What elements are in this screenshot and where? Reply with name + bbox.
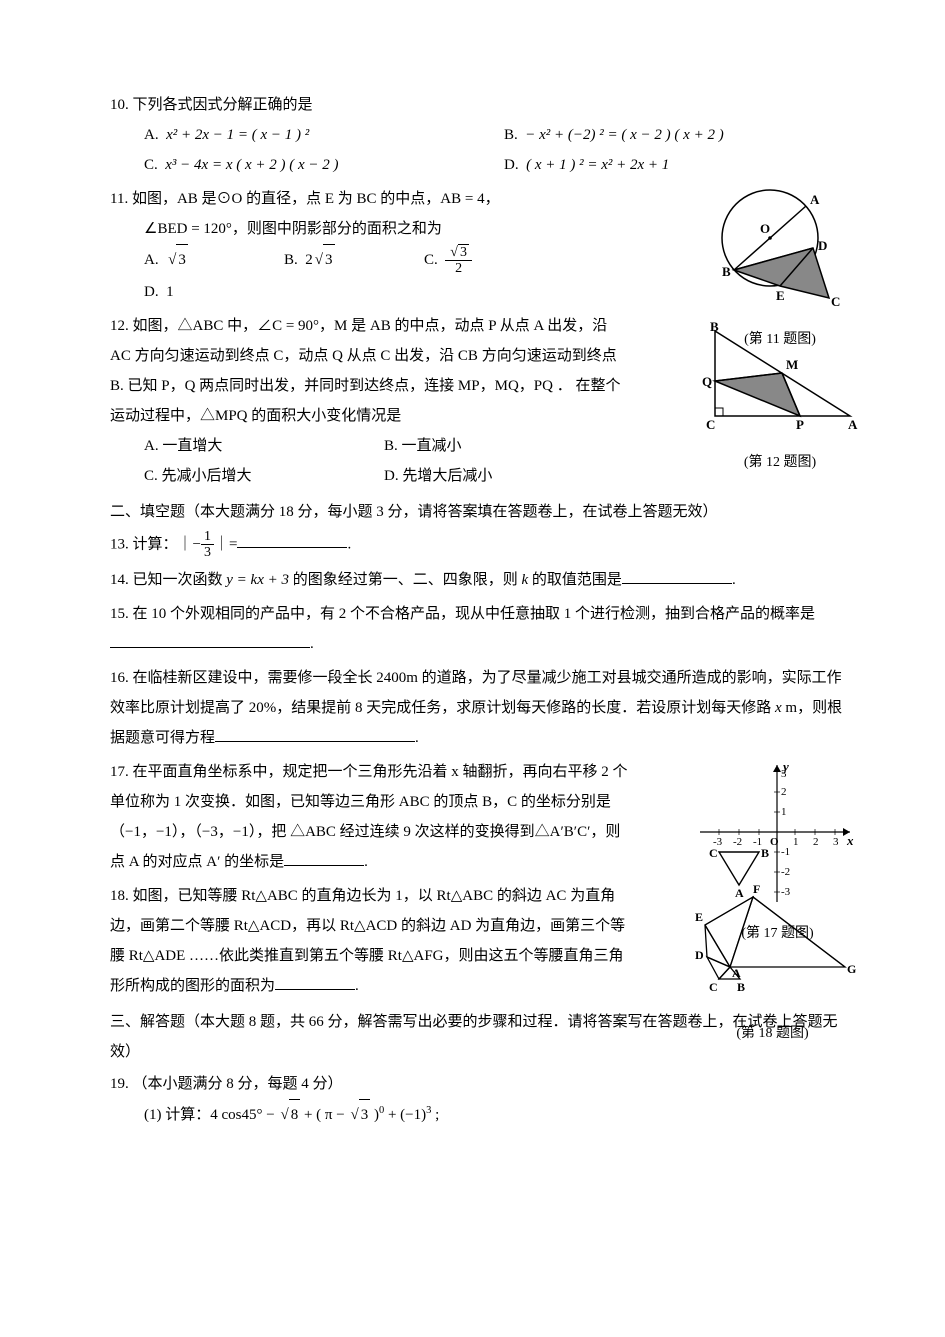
svg-text:E: E: [695, 910, 703, 924]
q11-number: 11.: [110, 191, 128, 207]
q10-option-d: D. ( x + 1 ) ² = x² + 2x + 1: [504, 150, 669, 180]
svg-text:A: A: [810, 192, 820, 207]
question-16: 16. 在临桂新区建设中，需要修一段全长 2400m 的道路，为了尽量减少施工对…: [110, 663, 850, 753]
svg-text:-2: -2: [733, 836, 742, 848]
svg-text:D: D: [695, 948, 704, 962]
q12-option-b: B. 一直减小: [384, 431, 462, 461]
section-2-title: 二、填空题（本大题满分 18 分，每小题 3 分，请将答案填在答题卷上，在试卷上…: [110, 497, 850, 527]
svg-text:x: x: [846, 833, 854, 848]
question-10: 10. 下列各式因式分解正确的是 A. x² + 2x − 1 = ( x − …: [110, 90, 850, 180]
question-19: 19. （本小题满分 8 分，每题 4 分） (1) 计算：4 cos45° −…: [110, 1069, 850, 1130]
svg-text:M: M: [786, 357, 798, 372]
svg-text:A: A: [732, 966, 741, 980]
q18-figure-label: (第 18 题图): [685, 1020, 860, 1048]
question-11: O A B C D E (第 11 题图) 11. 如图，AB 是⊙O 的直径，…: [110, 184, 850, 307]
q16-blank: [215, 726, 415, 742]
q11-stem-line1: 如图，AB 是⊙O 的直径，点 E 为 BC 的中点，AB = 4，: [132, 191, 500, 207]
q12-option-d: D. 先增大后减小: [384, 461, 492, 491]
question-15: 15. 在 10 个外观相同的产品中，有 2 个不合格产品，现从中任意抽取 1 …: [110, 599, 850, 659]
q11-option-a: A. 3: [144, 244, 244, 277]
q10-options: A. x² + 2x − 1 = ( x − 1 ) ² B. − x² + (…: [144, 120, 850, 180]
q11-options: A. 3 B. 23 C. 32 D. 1: [144, 244, 630, 307]
q13-pre: 计算：｜−: [133, 536, 201, 552]
q10-stem: 下列各式因式分解正确的是: [133, 97, 313, 113]
question-13: 13. 计算：｜−13｜=.: [110, 529, 850, 561]
svg-text:B: B: [722, 264, 731, 279]
q10-option-a: A. x² + 2x − 1 = ( x − 1 ) ²: [144, 120, 464, 150]
q17-text: 在平面直角坐标系中，规定把一个三角形先沿着 x 轴翻折，再向右平移 2 个单位称…: [110, 764, 628, 870]
q18-blank: [275, 974, 355, 990]
svg-text:3: 3: [833, 836, 839, 848]
q10-number: 10.: [110, 97, 129, 113]
q18-number: 18.: [110, 888, 129, 904]
svg-text:C: C: [709, 846, 718, 860]
svg-text:y: y: [781, 759, 789, 774]
svg-text:O: O: [760, 221, 770, 236]
q19-number: 19.: [110, 1076, 129, 1092]
q19-sub1: (1) 计算：4 cos45° − 8 + ( π − 3 )0 + (−1)3…: [144, 1099, 850, 1130]
svg-text:G: G: [847, 962, 856, 976]
svg-text:B: B: [761, 846, 769, 860]
q14-blank: [622, 568, 732, 584]
q12-option-c: C. 先减小后增大: [144, 461, 344, 491]
q15-number: 15.: [110, 606, 129, 622]
q12-figure: B Q C P A M (第 12 题图): [700, 321, 860, 477]
q19-head: （本小题满分 8 分，每题 4 分）: [133, 1076, 343, 1092]
q12-options: A. 一直增大 B. 一直减小 C. 先减小后增大 D. 先增大后减小: [144, 431, 630, 491]
svg-text:Q: Q: [702, 374, 712, 389]
svg-text:1: 1: [781, 806, 787, 818]
q16-number: 16.: [110, 670, 129, 686]
svg-text:F: F: [753, 882, 760, 896]
q10-option-c: C. x³ − 4x = x ( x + 2 ) ( x − 2 ): [144, 150, 464, 180]
svg-text:B: B: [737, 980, 745, 994]
q12-number: 12.: [110, 318, 129, 334]
svg-text:1: 1: [793, 836, 799, 848]
q15-blank: [110, 632, 310, 648]
q16-text-a: 在临桂新区建设中，需要修一段全长 2400m 的道路，为了尽量减少施工对县城交通…: [110, 670, 842, 716]
q11-option-c: C. 32: [424, 244, 524, 277]
q14-number: 14.: [110, 572, 129, 588]
svg-text:B: B: [710, 321, 719, 334]
question-17: -3-2-1 123 123 -1-2-3 O B C A x y (第 17 …: [110, 757, 850, 877]
q17-number: 17.: [110, 764, 129, 780]
q18-figure: A B C D E F G (第 18 题图): [685, 877, 860, 1048]
svg-text:E: E: [776, 288, 785, 303]
q12-option-a: A. 一直增大: [144, 431, 344, 461]
q11-option-d: D. 1: [144, 277, 174, 307]
q11-stem-line2: ∠BED = 120°，则图中阴影部分的面积之和为: [144, 221, 442, 237]
svg-text:-1: -1: [781, 846, 790, 858]
q17-blank: [284, 850, 364, 866]
svg-text:C: C: [706, 417, 715, 432]
svg-text:O: O: [770, 836, 779, 848]
q10-option-b: B. − x² + (−2) ² = ( x − 2 ) ( x + 2 ): [504, 120, 724, 150]
q15-text: 在 10 个外观相同的产品中，有 2 个不合格产品，现从中任意抽取 1 个进行检…: [133, 606, 816, 622]
svg-text:C: C: [831, 294, 840, 309]
svg-text:A: A: [848, 417, 858, 432]
question-14: 14. 已知一次函数 y = kx + 3 的图象经过第一、二、四象限，则 k …: [110, 565, 850, 595]
q12-stem: 如图，△ABC 中，∠C = 90°，M 是 AB 的中点，动点 P 从点 A …: [110, 318, 620, 424]
question-12: B Q C P A M (第 12 题图) 12. 如图，△ABC 中，∠C =…: [110, 311, 850, 491]
question-18: A B C D E F G (第 18 题图) 18. 如图，已知等腰 Rt△A…: [110, 881, 850, 1001]
svg-text:2: 2: [781, 786, 787, 798]
svg-text:P: P: [796, 417, 804, 432]
svg-text:D: D: [818, 238, 827, 253]
svg-text:C: C: [709, 980, 718, 994]
q13-post: ｜=: [214, 536, 237, 552]
q12-figure-label: (第 12 题图): [700, 449, 860, 477]
q11-option-b: B. 23: [284, 244, 384, 277]
q13-blank: [237, 532, 347, 548]
q13-number: 13.: [110, 536, 129, 552]
svg-text:2: 2: [813, 836, 819, 848]
q18-text: 如图，已知等腰 Rt△ABC 的直角边长为 1，以 Rt△ABC 的斜边 AC …: [110, 888, 625, 994]
